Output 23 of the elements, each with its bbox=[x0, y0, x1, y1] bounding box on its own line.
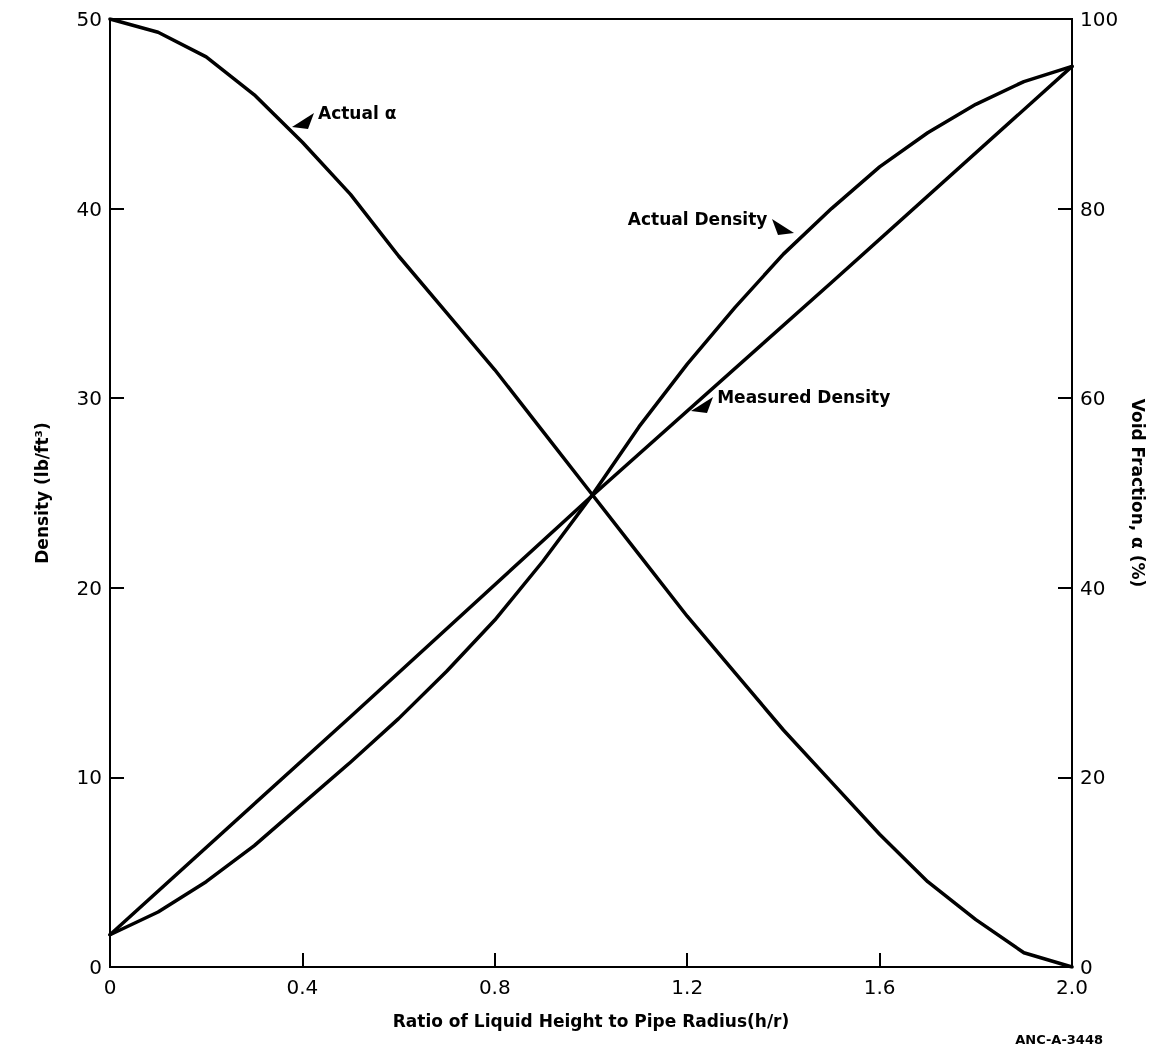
y-tick-label: 10 bbox=[76, 765, 102, 790]
y2-tick-label: 40 bbox=[1080, 575, 1106, 600]
y-tick-label: 50 bbox=[76, 7, 102, 31]
y-axis-title: Density (lb/ft³) bbox=[31, 422, 52, 564]
annotation: Measured Density bbox=[717, 387, 891, 408]
y-tick-label: 20 bbox=[76, 575, 102, 600]
x-axis-title: Ratio of Liquid Height to Pipe Radius(h/r) bbox=[392, 1010, 790, 1031]
y2-tick-label: 80 bbox=[1080, 196, 1106, 221]
y2-tick-label: 100 bbox=[1080, 7, 1119, 31]
y2-tick-label: 20 bbox=[1080, 765, 1106, 790]
annotation: Actual Density bbox=[627, 209, 768, 230]
y2-tick-label: 60 bbox=[1080, 386, 1106, 411]
x-tick-label: 0 bbox=[103, 975, 117, 999]
annotation: Actual α bbox=[317, 103, 397, 124]
y-tick-label: 0 bbox=[89, 955, 102, 979]
y2-axis-title: Void Fraction, α (%) bbox=[1127, 398, 1148, 588]
x-tick-label: 1.2 bbox=[671, 975, 704, 999]
y-tick-label: 30 bbox=[76, 386, 102, 411]
text: ANC-A-3448 bbox=[1015, 1032, 1104, 1047]
x-tick-label: 0.4 bbox=[286, 975, 319, 999]
x-tick-label: 0.8 bbox=[478, 975, 511, 999]
y-tick-label: 40 bbox=[76, 196, 102, 221]
x-tick-label: 1.6 bbox=[863, 975, 896, 999]
